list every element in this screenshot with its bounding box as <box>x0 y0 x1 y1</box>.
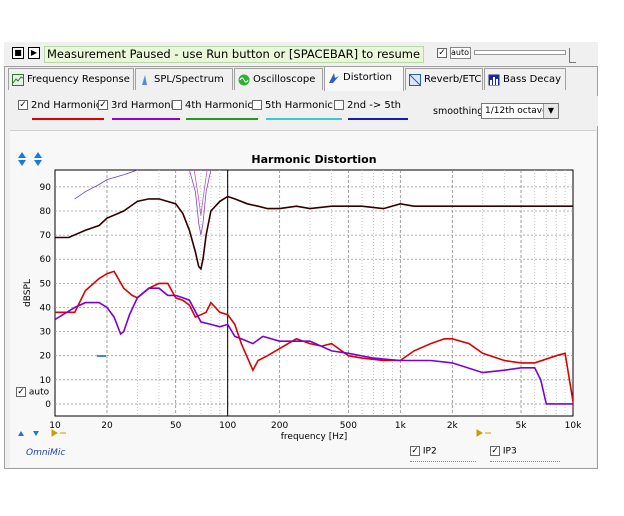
tab-label: SPL/Spectrum <box>154 74 224 85</box>
auto-checkbox[interactable]: ✓ <box>437 48 447 58</box>
harmonic-label: 3rd Harmonic <box>111 100 179 111</box>
y-tick-label: 0 <box>45 400 51 410</box>
x-tick-label: 2k <box>447 421 459 431</box>
series-line-4 <box>189 170 212 236</box>
y-tick-label: 50 <box>40 279 52 289</box>
x-tick-label: 20 <box>101 421 113 431</box>
level-slider-handle[interactable] <box>569 48 576 63</box>
series-line-2 <box>55 287 573 405</box>
tab-label: Reverb/ETC <box>424 74 482 85</box>
tab-reverb-etc[interactable]: Reverb/ETC <box>405 68 483 90</box>
harmonic-label: 2nd Harmonic <box>31 100 102 111</box>
ip2-toggle[interactable]: ✓ IP2 <box>410 446 437 457</box>
harmonic-label: 5th Harmonic <box>265 100 333 111</box>
tab-oscilloscope[interactable]: Oscilloscope <box>234 68 323 90</box>
y-tick-label: 20 <box>40 352 52 362</box>
y-tick-label: 10 <box>40 376 52 386</box>
series-line-5 <box>193 170 208 216</box>
y-down-icon <box>33 431 39 436</box>
x-tick-label: 200 <box>271 421 288 431</box>
ip3-label: IP3 <box>502 446 517 457</box>
y-tick-label: 80 <box>40 207 52 217</box>
ip3-checkbox[interactable]: ✓ <box>490 446 500 456</box>
auto-y-label: auto <box>28 387 50 398</box>
pan-y-icon <box>34 152 42 166</box>
tab-spl-spectrum[interactable]: SPL/Spectrum <box>135 68 233 90</box>
series-line-0 <box>55 195 573 271</box>
harmonic-checkbox[interactable] <box>334 100 344 110</box>
tab-distortion[interactable]: Distortion <box>324 66 404 91</box>
harmonic-label: 2nd -> 5th <box>347 100 402 111</box>
ip2-underline <box>410 461 476 462</box>
x-zoom-right-icon <box>476 429 491 437</box>
harmonic-color-swatch <box>266 118 342 120</box>
x-tick-label: 100 <box>219 421 236 431</box>
x-tick-label: 10 <box>49 421 61 431</box>
ip2-checkbox[interactable]: ✓ <box>410 446 420 456</box>
ip2-label: IP2 <box>422 446 437 457</box>
ip3-underline <box>490 461 560 462</box>
chevron-down-icon: ▼ <box>543 104 558 118</box>
tab-label: Distortion <box>343 72 392 83</box>
ip3-toggle[interactable]: ✓ IP3 <box>490 446 517 457</box>
harmonic-toggle-3[interactable]: ✓ 3rd Harmonic <box>98 100 179 111</box>
tab-bass-decay[interactable]: Bass Decay <box>484 68 566 90</box>
stop-button[interactable]: ■ <box>12 47 24 59</box>
auto-y-checkbox-row: ✓ auto <box>16 387 49 398</box>
zoom-y-icon <box>18 152 26 166</box>
status-message: Measurement Paused - use Run button or [… <box>44 46 424 63</box>
smoothing-label: smoothing <box>433 106 484 117</box>
x-tick-label: 5k <box>516 421 528 431</box>
y-up-icon <box>18 431 24 436</box>
auto-label: auto <box>450 47 471 59</box>
y-tick-label: 30 <box>40 328 52 338</box>
y-tick-label: 60 <box>40 255 52 265</box>
harmonic-toggle-5[interactable]: 5th Harmonic <box>252 100 333 111</box>
smoothing-value: 1/12th octave <box>485 106 548 116</box>
tab-frequency-response[interactable]: Frequency Response <box>8 68 134 90</box>
harmonic-color-swatch <box>348 118 408 120</box>
x-tick-label: 500 <box>340 421 357 431</box>
harmonic-color-swatch <box>112 118 180 120</box>
series-line-3 <box>74 170 138 200</box>
harmonic-checkbox[interactable]: ✓ <box>98 100 108 110</box>
auto-y-checkbox[interactable]: ✓ <box>16 387 26 397</box>
y-tick-label: 40 <box>40 303 52 313</box>
chart-title: Harmonic Distortion <box>251 153 376 166</box>
level-slider-track[interactable] <box>474 50 566 55</box>
harmonic-label: 4th Harmonic <box>185 100 253 111</box>
x-tick-label: 1k <box>395 421 407 431</box>
x-tick-label: 50 <box>170 421 182 431</box>
distortion-icon <box>328 71 340 83</box>
omnimic-label: OmniMic <box>26 448 66 458</box>
tab-label: Bass Decay <box>503 74 561 85</box>
x-axis-label: frequency [Hz] <box>281 432 348 442</box>
play-button[interactable]: ▶ <box>28 47 40 59</box>
harmonic-checkbox[interactable]: ✓ <box>18 100 28 110</box>
spl-spectrum-icon <box>139 73 151 85</box>
harmonic-color-swatch <box>186 118 258 120</box>
plot-area <box>54 169 574 417</box>
harmonic-toggle-2[interactable]: ✓ 2nd Harmonic <box>18 100 101 111</box>
x-zoom-left-icon <box>51 429 66 437</box>
x-tick-label: 10k <box>565 421 582 431</box>
series-line-1 <box>55 270 573 402</box>
harmonic-checkbox[interactable] <box>252 100 262 110</box>
bass-decay-icon <box>488 73 500 86</box>
y-tick-label: 70 <box>40 231 52 241</box>
tab-label: Oscilloscope <box>253 74 316 85</box>
harmonic-toggle-4[interactable]: 4th Harmonic <box>172 100 253 111</box>
y-tick-label: 90 <box>40 183 52 193</box>
tab-label: Frequency Response <box>27 74 130 85</box>
harmonic-color-swatch <box>32 118 104 120</box>
oscilloscope-icon <box>238 73 250 86</box>
smoothing-select[interactable]: 1/12th octave ▼ <box>481 103 559 119</box>
harmonic-checkbox[interactable] <box>172 100 182 110</box>
reverb-etc-icon <box>409 73 421 86</box>
harmonic-toggle-6[interactable]: 2nd -> 5th <box>334 100 401 111</box>
y-axis-label: dBSPL <box>23 279 33 307</box>
frequency-response-icon <box>12 73 24 86</box>
